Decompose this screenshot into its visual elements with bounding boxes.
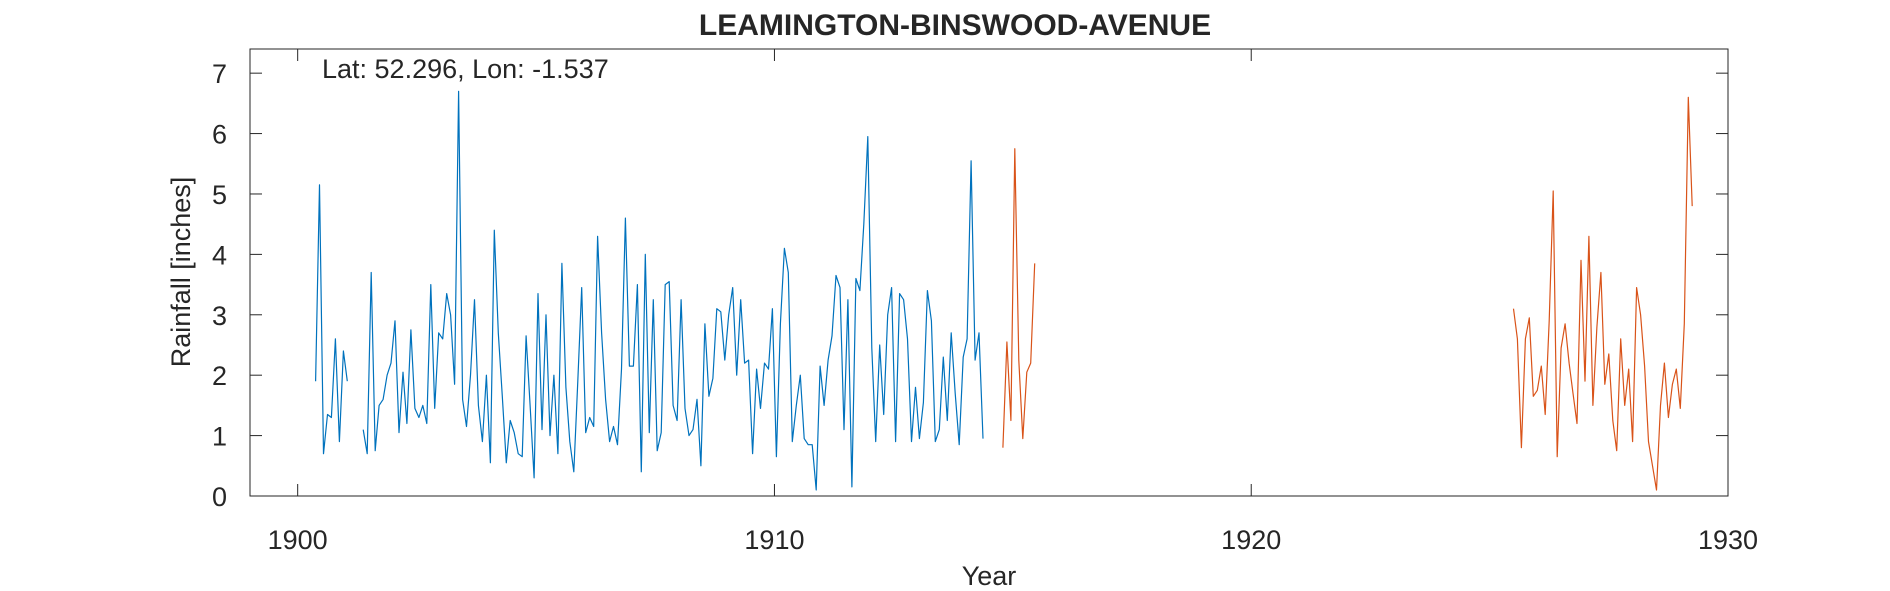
series-layer: [315, 90, 1693, 491]
y-tick-label: 6: [212, 120, 227, 150]
series-1-segment-1: [315, 184, 348, 455]
x-axis-label: Year: [962, 561, 1017, 591]
series-2-segment-1: [1002, 148, 1036, 448]
y-tick-label: 0: [212, 482, 227, 512]
y-tick-label: 4: [212, 240, 227, 270]
x-tick-label: 1900: [268, 525, 328, 555]
y-axis-label: Rainfall [inches]: [166, 177, 196, 368]
x-axis-ticks: 1900 1910 1920 1930: [268, 49, 1758, 555]
series-2-segment-2: [1512, 96, 1693, 491]
x-tick-label: 1920: [1221, 525, 1281, 555]
plot-area-frame: [249, 48, 1729, 497]
y-tick-label: 7: [212, 59, 227, 89]
x-tick-label: 1930: [1698, 525, 1758, 555]
chart-title: LEAMINGTON-BINSWOOD-AVENUE: [699, 9, 1211, 42]
x-tick-label: 1910: [744, 525, 804, 555]
y-tick-label: 5: [212, 180, 227, 210]
y-tick-label: 1: [212, 422, 227, 452]
lat-lon-annotation: Lat: 52.296, Lon: -1.537: [322, 54, 609, 84]
y-tick-label: 3: [212, 301, 227, 331]
y-axis-ticks: 0 1 2 3 4 5 6 7: [212, 59, 1728, 512]
y-tick-label: 2: [212, 361, 227, 391]
series-1-segment-2: [362, 90, 984, 491]
